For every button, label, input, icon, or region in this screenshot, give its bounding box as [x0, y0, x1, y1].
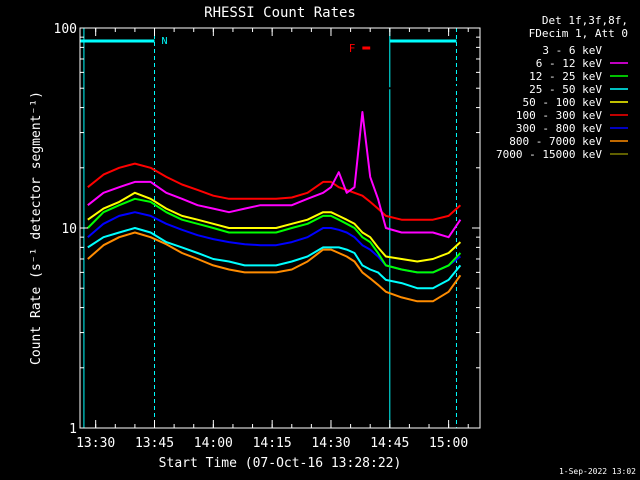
legend-header-line: Det 1f,3f,8f,: [542, 14, 628, 27]
y-tick-label: 100: [54, 22, 77, 37]
data-layer: NF: [80, 28, 462, 428]
legend-item-label: 3 - 6 keV: [542, 44, 602, 57]
legend-item-label: 50 - 100 keV: [523, 96, 603, 109]
x-tick-label: 15:00: [429, 436, 468, 451]
axis-layer: 13:30 13:45 14:00 14:15 14:30 14:45 15:00 1 10 10…: [54, 22, 480, 451]
x-axis-label: Start Time (07-Oct-16 13:28:22): [159, 456, 402, 471]
x-tick-label: 13:45: [135, 436, 174, 451]
legend-item-label: 800 - 7000 keV: [509, 135, 602, 148]
series-line-3: [87, 227, 462, 290]
legend-item-label: 300 - 800 keV: [516, 122, 602, 135]
y-tick-label: 1: [69, 422, 77, 437]
legend-item-label: 25 - 50 keV: [529, 83, 602, 96]
series-line-2: [87, 197, 462, 274]
series-line-4: [87, 191, 462, 263]
legend-item-label: 100 - 300 keV: [516, 109, 602, 122]
series-line-1: [87, 111, 462, 239]
x-tick-label: 13:30: [76, 436, 115, 451]
footer-date: 1-Sep-2022 13:02: [559, 467, 636, 476]
y-tick-label: 10: [61, 222, 77, 237]
legend-item-label: 12 - 25 keV: [529, 70, 602, 83]
series-line-0: [87, 55, 461, 90]
x-tick-label: 14:00: [194, 436, 233, 451]
chart-title: RHESSI Count Rates: [204, 5, 356, 21]
legend-header-line: FDecim 1, Att 0: [529, 27, 628, 40]
y-axis-label: Count Rate (s⁻¹ detector segment⁻¹): [29, 91, 44, 365]
legend-item-label: 7000 - 15000 keV: [496, 148, 602, 161]
x-tick-label: 14:15: [253, 436, 292, 451]
series-line-5: [87, 162, 462, 221]
flare-bar-label: F: [349, 42, 356, 55]
attenuator-bar-label-0: N: [162, 36, 168, 47]
x-tick-label: 14:45: [370, 436, 409, 451]
x-tick-label: 14:30: [311, 436, 350, 451]
legend-item-label: 6 - 12 keV: [536, 57, 603, 70]
series-line-7: [87, 231, 462, 303]
